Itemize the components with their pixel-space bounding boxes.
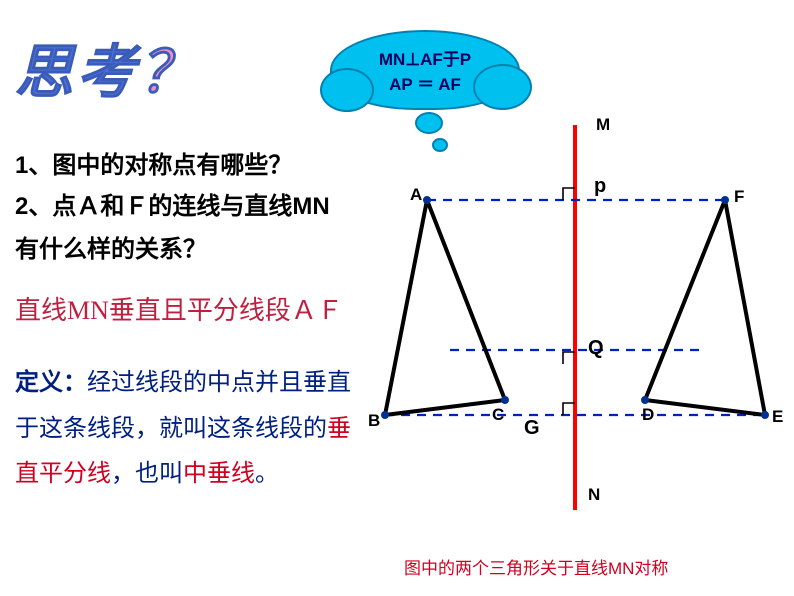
title-text: 思考 (15, 40, 139, 105)
thought-cloud: MN⊥AF于P AP ＝ AF (330, 30, 520, 110)
label-F: F (734, 187, 744, 207)
question-2: 2、点Ａ和Ｆ的连线与直线MN 有什么样的关系？ (15, 185, 330, 271)
question-1: 1、图中的对称点有哪些？ (15, 145, 292, 180)
label-A: A (410, 185, 422, 205)
label-p: p (594, 175, 606, 198)
answer-text: 直线MN垂直且平分线段ＡＦ (15, 290, 343, 327)
label-M: M (596, 115, 610, 135)
cloud-line2: AP ＝ AF (389, 70, 461, 95)
label-C: C (492, 405, 504, 425)
label-B: B (368, 411, 380, 431)
cloud-line1: MN⊥AF于P (379, 45, 471, 70)
label-Q: Q (588, 337, 604, 360)
label-E: E (772, 407, 783, 427)
def-t2: ，也叫 (111, 460, 183, 487)
label-G: G (524, 417, 540, 440)
label-N: N (588, 485, 600, 505)
def-label: 定义： (15, 369, 87, 396)
caption: 图中的两个三角形关于直线MN对称 (404, 554, 668, 579)
cloud-body: MN⊥AF于P AP ＝ AF (330, 30, 520, 110)
title-qmark: ？ (139, 40, 201, 105)
diagram-svg (370, 115, 780, 545)
label-D: D (642, 405, 654, 425)
title-heading: 思考？ (15, 25, 201, 109)
definition: 定义：经过线段的中点并且垂直于这条线段，就叫这条线段的垂直平分线，也叫中垂线。 (15, 360, 355, 497)
geometry-diagram: M N A F B E C D p Q G (370, 115, 780, 545)
def-t3: 。 (255, 460, 279, 487)
def-r2: 中垂线 (183, 460, 255, 487)
